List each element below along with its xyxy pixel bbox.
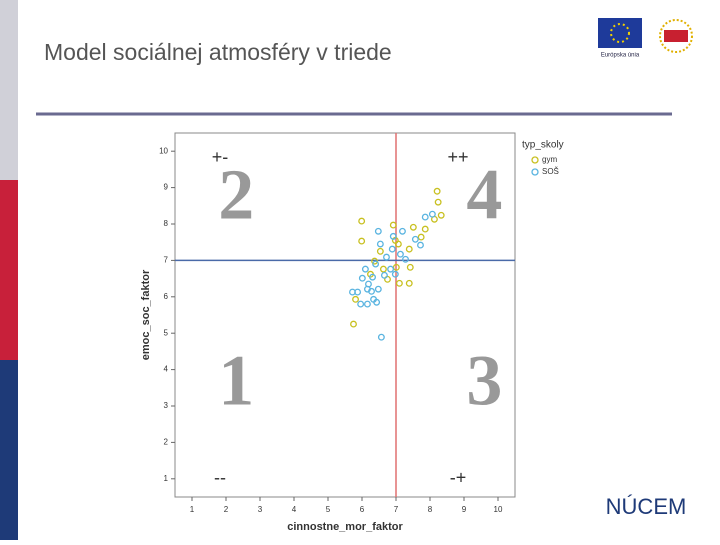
scatter-point — [411, 235, 419, 243]
legend-label: gym — [542, 155, 557, 164]
y-tick-label: 4 — [164, 365, 169, 374]
legend-title: typ_skoly — [522, 140, 564, 151]
side-bar-middle — [0, 180, 18, 360]
scatter-point — [396, 250, 404, 258]
slide-title: Model sociálnej atmosféry v triede — [44, 39, 392, 65]
plot-area — [174, 132, 516, 498]
scatter-point — [389, 232, 397, 240]
x-axis-label: cinnostne_mor_faktor — [287, 521, 403, 533]
scatter-point — [357, 300, 365, 308]
scatter-point — [374, 285, 382, 293]
x-tick-label: 6 — [360, 505, 365, 514]
scatter-point — [376, 240, 384, 248]
y-tick-label: 3 — [164, 401, 169, 410]
esf-logo — [659, 19, 693, 53]
x-tick-label: 1 — [190, 505, 195, 514]
y-tick-label: 8 — [164, 219, 169, 228]
quadrant-sign: -+ — [450, 468, 467, 488]
scatter-point — [399, 227, 406, 235]
scatter-point — [417, 241, 424, 249]
scatter-point — [421, 213, 429, 221]
scatter-point — [358, 237, 366, 245]
scatter-point — [428, 210, 436, 218]
scatter-point — [417, 233, 425, 241]
scatter-point — [354, 288, 362, 296]
scatter-point — [409, 223, 417, 231]
x-tick-label: 4 — [292, 505, 297, 514]
scatter-point — [358, 274, 366, 282]
scatter-point — [421, 225, 429, 233]
scatter-point — [352, 295, 359, 303]
legend-marker — [531, 156, 539, 164]
side-bar-bottom — [0, 360, 18, 540]
scatter-point — [363, 285, 371, 293]
side-bar-top — [0, 0, 18, 180]
scatter-point — [395, 279, 403, 287]
x-tick-label: 7 — [394, 505, 399, 514]
quadrant-number: 3 — [466, 340, 502, 420]
quadrant-number: 4 — [466, 155, 502, 235]
x-tick-label: 10 — [494, 505, 503, 514]
scatter-point — [388, 245, 396, 253]
y-tick-label: 6 — [164, 292, 169, 301]
x-tick-label: 8 — [428, 505, 433, 514]
y-tick-label: 9 — [164, 183, 169, 192]
eu-stars — [610, 23, 630, 43]
y-tick-label: 1 — [164, 474, 169, 483]
scatter-point — [394, 240, 402, 248]
scatter-point — [433, 187, 441, 195]
scatter-point — [377, 333, 385, 341]
scatter-point — [434, 198, 442, 206]
legend-label: SOŠ — [542, 167, 559, 176]
x-tick-label: 5 — [326, 505, 331, 514]
quadrant-number: 2 — [218, 155, 254, 235]
scatter-point — [405, 279, 413, 287]
y-tick-label: 7 — [164, 256, 169, 265]
eu-label: Európska únia — [601, 53, 640, 59]
quadrant-number: 1 — [218, 340, 254, 420]
x-tick-label: 2 — [224, 505, 229, 514]
y-tick-label: 2 — [164, 438, 169, 447]
scatter-point — [392, 263, 400, 271]
x-tick-label: 3 — [258, 505, 263, 514]
scatter-point — [391, 270, 399, 278]
scatter-point — [379, 265, 387, 273]
scatter-point — [369, 273, 376, 281]
scatter-point — [374, 227, 382, 235]
scatter-point — [380, 271, 388, 279]
scatter-point — [387, 265, 395, 273]
quadrant-sign: ++ — [447, 147, 468, 167]
scatter-point — [358, 217, 366, 225]
scatter-point — [350, 320, 357, 328]
quadrant-sign: +- — [212, 147, 229, 167]
scatter-point — [406, 263, 414, 271]
scatter-point — [437, 211, 445, 219]
eu-flag — [598, 18, 642, 48]
y-axis-label: emoc_soc_faktor — [140, 269, 152, 360]
scatter-point — [372, 260, 380, 268]
scatter-point — [376, 247, 384, 255]
y-tick-label: 10 — [159, 146, 168, 155]
scatter-point — [383, 253, 390, 261]
scatter-point — [389, 221, 397, 229]
nucem-logo: NÚCEM — [606, 494, 687, 519]
scatter-point — [405, 245, 413, 253]
quadrant-sign: -- — [214, 468, 226, 488]
x-tick-label: 9 — [462, 505, 467, 514]
esf-logo-inner — [664, 30, 688, 42]
scatter-point — [402, 255, 409, 263]
chart: 1 2 3 4 5 6 7 8 9 10 1 2 3 4 5 6 7 8 9 10 cinnostne_mor_fakt… — [140, 132, 564, 533]
scatter-point — [363, 300, 371, 308]
scatter-point — [373, 298, 381, 306]
scatter-point — [361, 265, 369, 273]
legend-marker — [531, 168, 539, 176]
y-tick-label: 5 — [164, 328, 169, 337]
